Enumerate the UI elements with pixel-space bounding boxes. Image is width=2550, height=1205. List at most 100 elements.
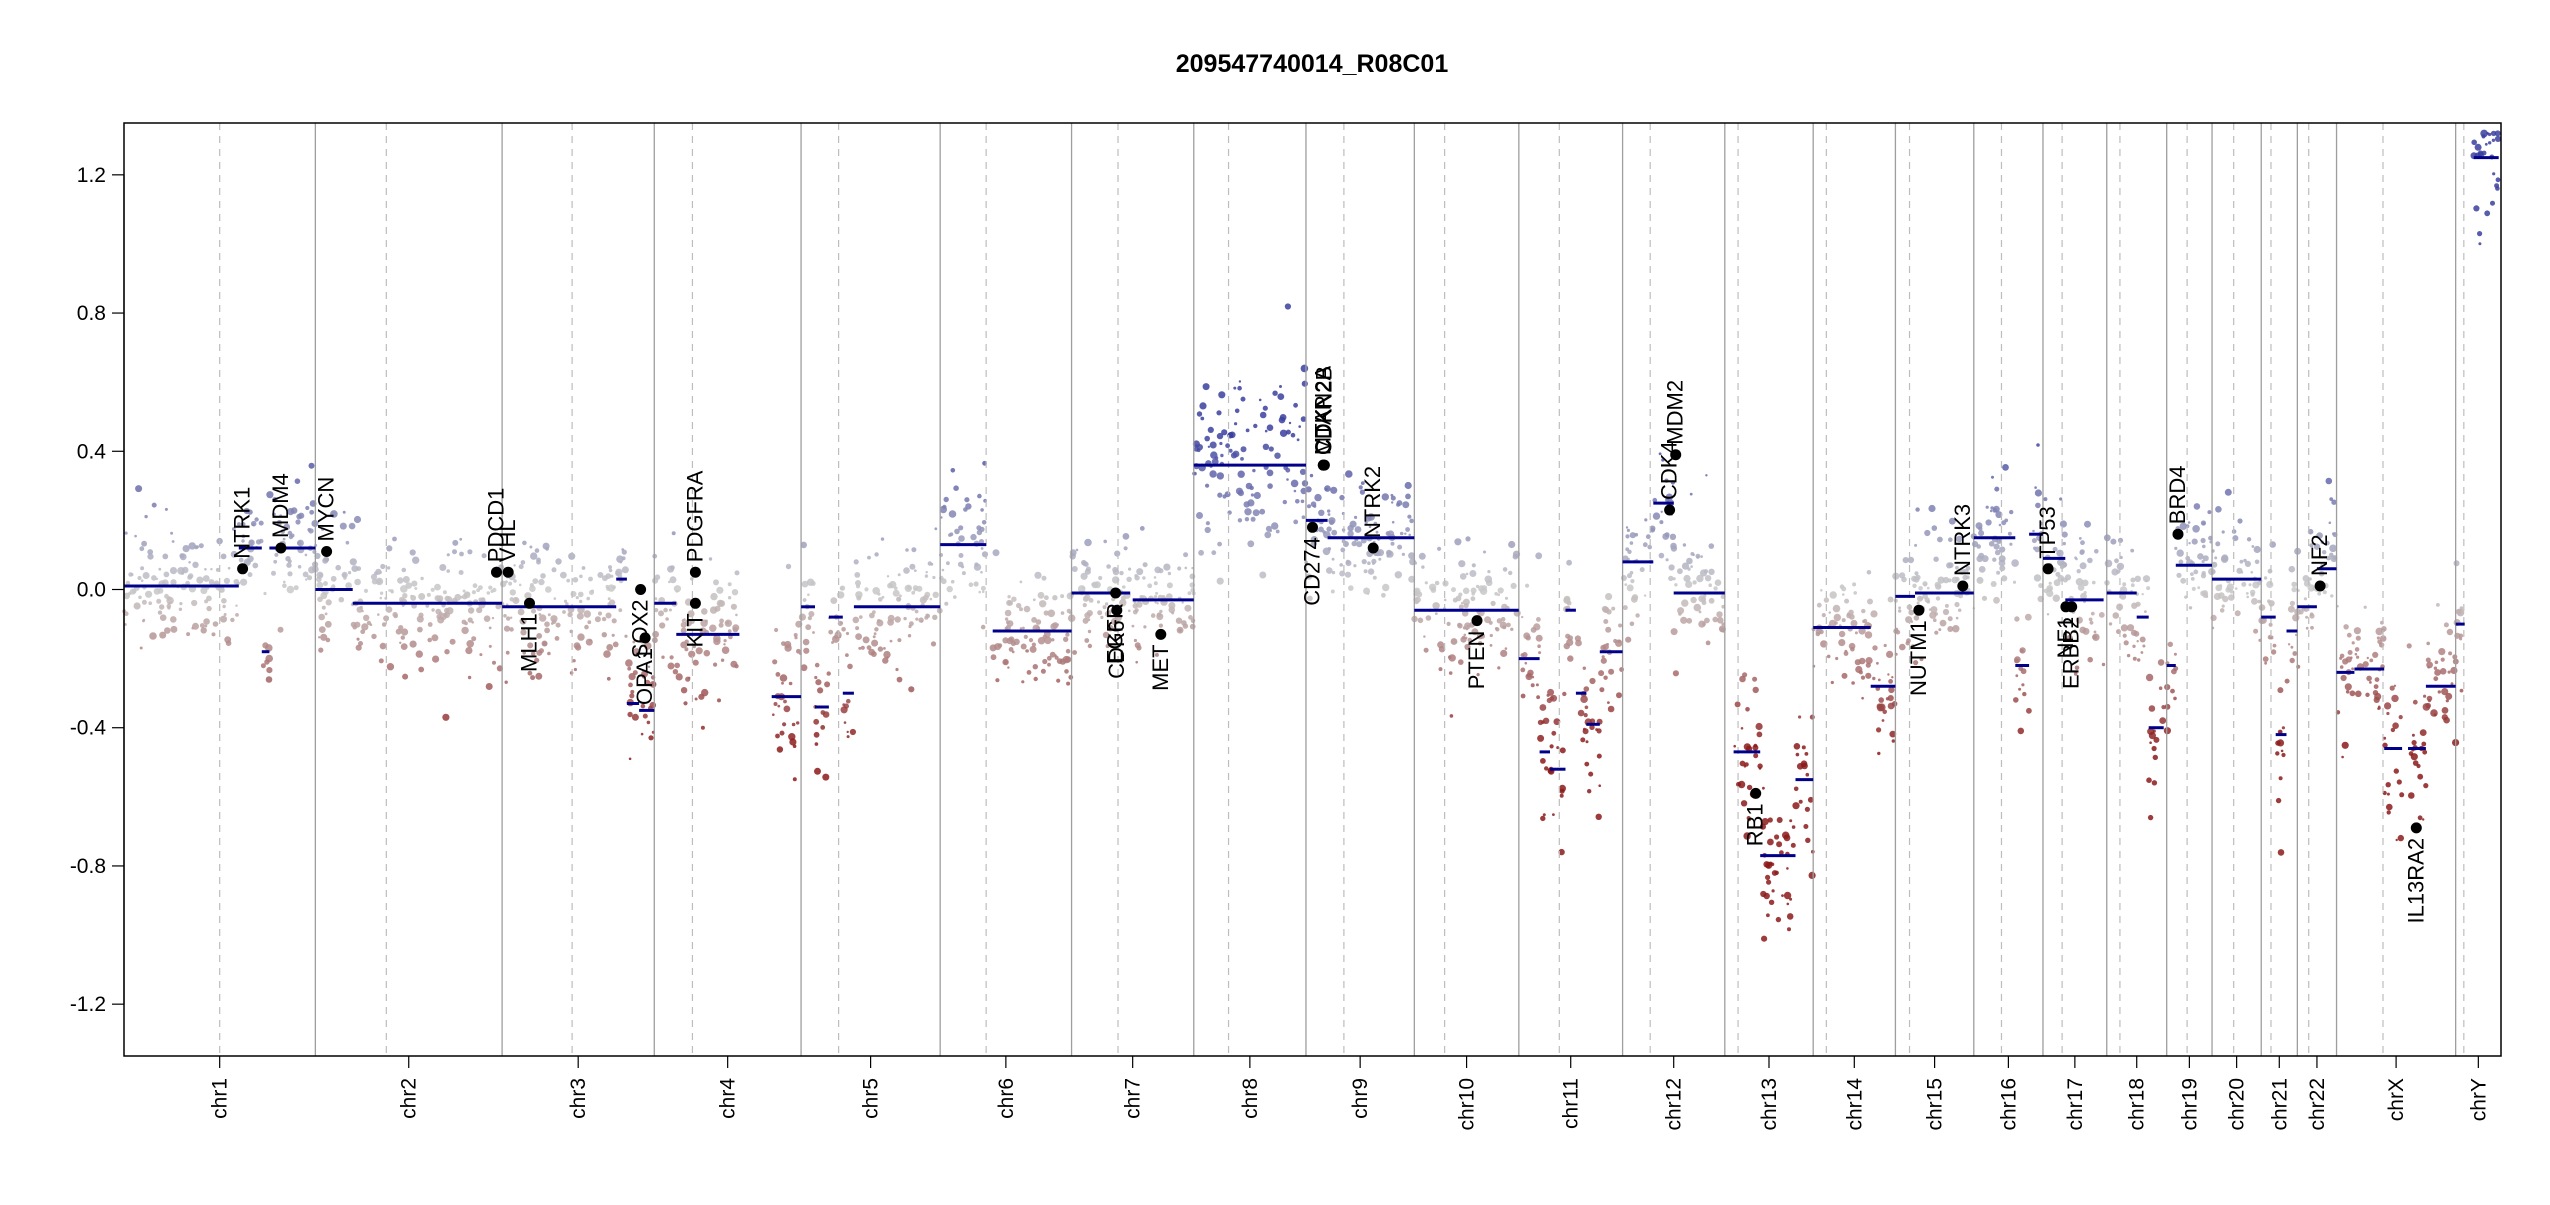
cnv-point [606, 676, 611, 681]
cnv-point [2422, 749, 2428, 755]
cnv-point [2288, 565, 2296, 573]
cnv-point [1128, 567, 1132, 571]
cnv-point [2309, 613, 2315, 619]
cnv-point [1629, 532, 1636, 539]
cnv-point [518, 564, 524, 570]
cnv-point [227, 566, 231, 570]
cnv-point [616, 555, 624, 563]
cnv-point [1696, 574, 1704, 583]
cnv-point [1259, 571, 1267, 579]
cnv-point [1372, 575, 1377, 580]
cnv-point [618, 608, 623, 613]
cnv-point [342, 510, 346, 514]
cnv-point [1998, 523, 2002, 527]
cnv-point [1434, 580, 1440, 586]
cnv-point [843, 721, 847, 724]
cnv-point [2174, 546, 2178, 551]
cnv-point [287, 530, 293, 536]
cnv-point [388, 589, 391, 592]
cnv-point [1798, 715, 1802, 719]
cnv-point [1947, 578, 1952, 583]
cnv-point [1930, 606, 1938, 614]
cnv-point [442, 590, 447, 595]
cnv-point [1330, 486, 1338, 494]
gene-label: NTRK1 [230, 487, 255, 559]
cnv-point [1823, 597, 1830, 603]
cnv-point [1497, 593, 1500, 597]
cnv-point [990, 654, 997, 661]
cnv-point [2215, 506, 2222, 513]
x-tick-label: chr10 [1456, 1078, 1479, 1131]
cnv-point [668, 608, 672, 612]
cnv-point [531, 608, 536, 614]
cnv-point [1345, 559, 1351, 565]
cnv-point [1056, 623, 1059, 626]
cnv-point [1687, 567, 1691, 571]
cnv-point [1004, 609, 1012, 617]
cnv-point [2433, 676, 2439, 682]
cnv-point [597, 572, 604, 578]
gene-label: BRD4 [2165, 466, 2190, 525]
cnv-point [198, 543, 204, 549]
cnv-point [1771, 870, 1778, 876]
cnv-point [1156, 613, 1164, 621]
cnv-point [2386, 711, 2390, 716]
cnv-point [1958, 568, 1965, 575]
cnv-point [716, 586, 724, 594]
cnv-point [140, 579, 144, 582]
cnv-point [2073, 629, 2077, 634]
cnv-point [2347, 650, 2353, 655]
cnv-point [2434, 669, 2442, 676]
cnv-point [1063, 636, 1069, 642]
cnv-point [1126, 576, 1132, 582]
cnv-point [483, 615, 491, 622]
cnv-point [1082, 586, 1086, 590]
cnv-point [820, 725, 826, 730]
cnv-point [1882, 709, 1887, 715]
cnv-point [1805, 837, 1811, 843]
cnv-point [277, 626, 284, 633]
gene-dot [1155, 628, 1167, 640]
cnv-point [1293, 489, 1297, 493]
cnv-point [1703, 594, 1707, 598]
chromosome-dividers [219, 123, 2465, 1056]
cnv-point [700, 619, 708, 627]
cnv-point [2491, 138, 2496, 142]
cnv-point [1504, 596, 1509, 600]
cnv-point [1905, 616, 1913, 624]
cnv-point [2481, 134, 2486, 139]
cnv-point [1191, 566, 1194, 570]
cnv-point [2167, 641, 2173, 647]
cnv-point [632, 640, 636, 644]
cnv-point [159, 614, 167, 621]
cnv-point [258, 538, 264, 544]
cnv-point [2046, 613, 2050, 616]
cnv-point [777, 704, 781, 708]
cnv-point [640, 703, 646, 709]
cnv-point [1652, 512, 1661, 520]
cnv-point [1558, 848, 1565, 856]
cnv-point [1347, 525, 1354, 532]
cnv-point [950, 468, 956, 473]
cnv-point [1082, 617, 1089, 624]
cnv-point [309, 509, 315, 515]
cnv-point [378, 658, 384, 664]
cnv-point [814, 767, 821, 775]
cnv-point [386, 566, 391, 570]
cnv-point [1669, 533, 1677, 540]
cnv-point [133, 602, 141, 610]
cnv-point [1786, 867, 1789, 870]
cnv-point [321, 527, 325, 531]
cnv-point [1600, 644, 1607, 651]
cnv-point [789, 738, 797, 746]
cnv-point [2303, 597, 2307, 601]
cnv-point [338, 596, 345, 603]
cnv-point [2221, 604, 2225, 608]
cnv-point [225, 640, 232, 646]
cnv-point [1670, 628, 1678, 636]
cnv-point [1800, 760, 1808, 767]
cnv-point [2366, 656, 2369, 660]
cnv-point [491, 616, 495, 620]
cnv-point [690, 577, 694, 581]
x-tick-label: chr12 [1663, 1078, 1686, 1131]
